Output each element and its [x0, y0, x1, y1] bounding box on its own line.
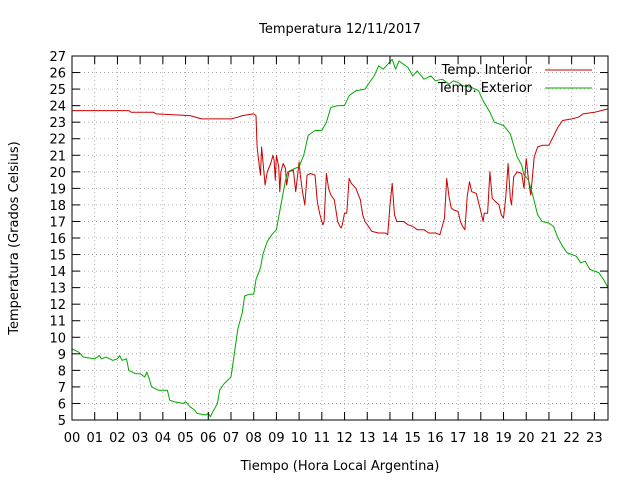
chart-title: Temperatura 12/11/2017 [258, 22, 421, 37]
x-tick-label: 13 [359, 431, 376, 446]
y-tick-label: 15 [49, 249, 66, 264]
x-axis-label: Tiempo (Hora Local Argentina) [240, 459, 440, 474]
y-tick-label: 18 [49, 199, 66, 214]
x-tick-label: 06 [200, 431, 217, 446]
x-tick-label: 04 [155, 431, 172, 446]
x-tick-label: 14 [382, 431, 399, 446]
y-tick-label: 6 [58, 397, 66, 412]
x-tick-label: 00 [64, 431, 81, 446]
x-tick-label: 17 [450, 431, 467, 446]
y-tick-label: 27 [49, 50, 66, 65]
x-tick-label: 01 [86, 431, 103, 446]
series-line-exterior [71, 58, 609, 418]
x-tick-label: 10 [291, 431, 308, 446]
y-tick-label: 8 [58, 364, 66, 379]
x-tick-label: 03 [132, 431, 149, 446]
x-tick-label: 22 [563, 431, 580, 446]
x-tick-label: 02 [109, 431, 126, 446]
y-tick-label: 12 [49, 298, 66, 313]
x-tick-label: 23 [586, 431, 603, 446]
y-tick-label: 13 [49, 282, 66, 297]
tick-layer: 5678910111213141516171819202122232425262… [49, 50, 608, 446]
legend-label-exterior: Temp. Exterior [437, 81, 533, 96]
x-tick-label: 18 [473, 431, 490, 446]
series-layer [71, 58, 609, 418]
y-tick-label: 26 [49, 67, 66, 82]
x-tick-label: 11 [314, 431, 331, 446]
y-tick-label: 11 [49, 315, 66, 330]
y-tick-label: 9 [58, 348, 66, 363]
x-tick-label: 15 [404, 431, 421, 446]
y-axis-label: Temperatura (Grados Celsius) [7, 141, 22, 335]
grid-layer [72, 56, 608, 420]
x-tick-label: 12 [336, 431, 353, 446]
y-tick-label: 20 [49, 166, 66, 181]
x-tick-label: 08 [245, 431, 262, 446]
x-tick-label: 16 [427, 431, 444, 446]
y-tick-label: 17 [49, 215, 66, 230]
y-tick-label: 23 [49, 116, 66, 131]
y-tick-label: 7 [58, 381, 66, 396]
y-tick-label: 10 [49, 331, 66, 346]
y-tick-label: 14 [49, 265, 66, 280]
y-tick-label: 16 [49, 232, 66, 247]
y-tick-label: 5 [58, 414, 66, 429]
x-tick-label: 09 [268, 431, 285, 446]
x-tick-label: 21 [541, 431, 558, 446]
legend-label-interior: Temp. Interior [441, 63, 533, 78]
y-tick-label: 22 [49, 133, 66, 148]
x-tick-label: 07 [223, 431, 240, 446]
x-tick-label: 19 [495, 431, 512, 446]
y-tick-label: 24 [49, 100, 66, 115]
y-tick-label: 25 [49, 83, 66, 98]
legend: Temp. Interior Temp. Exterior [437, 63, 592, 96]
y-tick-label: 21 [49, 149, 66, 164]
y-tick-label: 19 [49, 182, 66, 197]
x-tick-label: 05 [177, 431, 194, 446]
x-tick-label: 20 [518, 431, 535, 446]
series-line-interior [72, 108, 609, 236]
